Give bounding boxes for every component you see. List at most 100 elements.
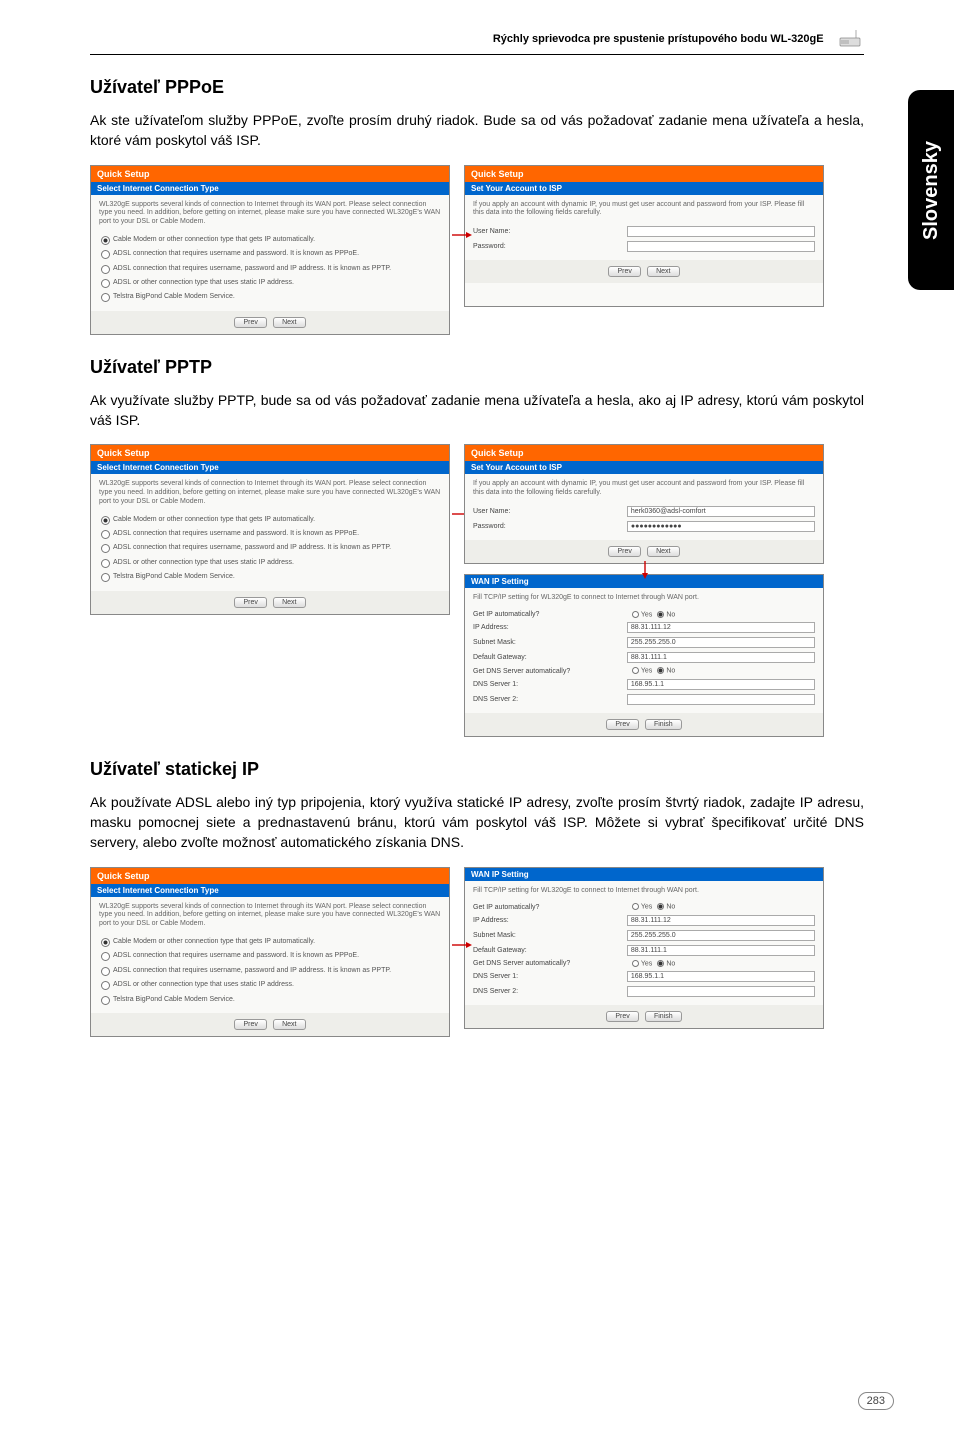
panel-desc: WL320gE supports several kinds of connec… [99,201,441,227]
radio-pptp[interactable]: ADSL connection that requires username, … [99,964,441,978]
panel-desc: WL320gE supports several kinds of connec… [99,903,441,929]
gw-input[interactable]: 88.31.111.1 [627,945,815,956]
dns1-label: DNS Server 1: [473,973,627,980]
prev-button[interactable]: Prev [606,719,638,730]
language-label: Slovensky [920,141,943,240]
prev-button[interactable]: Prev [234,597,266,608]
password-input[interactable]: ●●●●●●●●●●●● [627,521,815,532]
prev-button[interactable]: Prev [608,266,640,277]
router-icon [836,28,864,50]
connection-radios: Cable Modem or other connection type tha… [99,513,441,585]
radio-telstra[interactable]: Telstra BigPond Cable Modem Service. [99,290,441,304]
getip-label: Get IP automatically? [473,611,627,618]
pppoe-text: Ak ste užívateľom služby PPPoE, zvoľte p… [90,110,864,151]
dns1-label: DNS Server 1: [473,681,627,688]
username-label: User Name: [473,508,627,515]
language-tab: Slovensky [908,90,954,290]
dns2-label: DNS Server 2: [473,696,627,703]
next-button[interactable]: Next [273,1019,305,1030]
ip-input[interactable]: 88.31.111.12 [627,622,815,633]
next-button[interactable]: Next [273,597,305,608]
panel-title: Quick Setup [91,445,449,461]
ip-input[interactable]: 88.31.111.12 [627,915,815,926]
wan-title: WAN IP Setting [465,868,823,881]
password-label: Password: [473,243,627,250]
next-button[interactable]: Next [647,546,679,557]
getdns-radio[interactable]: YesNo [627,667,675,674]
getdns-label: Get DNS Server automatically? [473,668,627,675]
radio-pppoe[interactable]: ADSL connection that requires username a… [99,527,441,541]
pppoe-panels: Quick Setup Select Internet Connection T… [90,165,864,335]
mask-label: Subnet Mask: [473,932,627,939]
gw-label: Default Gateway: [473,654,627,661]
getdns-label: Get DNS Server automatically? [473,960,627,967]
arrow-down-icon [640,561,650,579]
prev-button[interactable]: Prev [608,546,640,557]
getip-radio[interactable]: YesNo [627,903,675,910]
prev-button[interactable]: Prev [234,317,266,328]
panel-desc: WL320gE supports several kinds of connec… [99,480,441,506]
pppoe-title: Užívateľ PPPoE [90,77,864,98]
radio-static[interactable]: ADSL or other connection type that uses … [99,556,441,570]
radio-static[interactable]: ADSL or other connection type that uses … [99,276,441,290]
panel-subtitle: Select Internet Connection Type [91,182,449,195]
finish-button[interactable]: Finish [645,1011,682,1022]
header-title: Rýchly sprievodca pre spustenie prístupo… [493,33,824,45]
gw-input[interactable]: 88.31.111.1 [627,652,815,663]
dns2-input[interactable] [627,694,815,705]
radio-pptp[interactable]: ADSL connection that requires username, … [99,541,441,555]
select-connection-panel: Quick Setup Select Internet Connection T… [90,444,450,614]
prev-button[interactable]: Prev [234,1019,266,1030]
radio-pptp[interactable]: ADSL connection that requires username, … [99,262,441,276]
panel-title: Quick Setup [465,166,823,182]
username-label: User Name: [473,228,627,235]
mask-input[interactable]: 255.255.255.0 [627,930,815,941]
gw-label: Default Gateway: [473,947,627,954]
panel-subtitle: Select Internet Connection Type [91,461,449,474]
radio-cable[interactable]: Cable Modem or other connection type tha… [99,513,441,527]
panel-title: Quick Setup [465,445,823,461]
password-input[interactable] [627,241,815,252]
ip-label: IP Address: [473,917,627,924]
radio-pppoe[interactable]: ADSL connection that requires username a… [99,949,441,963]
username-input[interactable]: herk0360@adsl-comfort [627,506,815,517]
account-panel: Quick Setup Set Your Account to ISP If y… [464,444,824,564]
static-panels: Quick Setup Select Internet Connection T… [90,867,864,1037]
select-connection-panel: Quick Setup Select Internet Connection T… [90,165,450,335]
connection-radios: Cable Modem or other connection type tha… [99,935,441,1007]
username-input[interactable] [627,226,815,237]
radio-cable[interactable]: Cable Modem or other connection type tha… [99,935,441,949]
radio-telstra[interactable]: Telstra BigPond Cable Modem Service. [99,570,441,584]
panel-title: Quick Setup [91,166,449,182]
static-text: Ak používate ADSL alebo iný typ pripojen… [90,792,864,853]
getip-radio[interactable]: YesNo [627,611,675,618]
dns1-input[interactable]: 168.95.1.1 [627,971,815,982]
pptp-panels: Quick Setup Select Internet Connection T… [90,444,864,736]
ip-label: IP Address: [473,624,627,631]
getdns-radio[interactable]: YesNo [627,960,675,967]
page-header: Rýchly sprievodca pre spustenie prístupo… [90,28,864,55]
wan-desc: Fill TCP/IP setting for WL320gE to conne… [473,887,815,896]
account-desc: If you apply an account with dynamic IP,… [473,201,815,219]
next-button[interactable]: Next [273,317,305,328]
password-label: Password: [473,523,627,530]
radio-telstra[interactable]: Telstra BigPond Cable Modem Service. [99,993,441,1007]
radio-cable[interactable]: Cable Modem or other connection type tha… [99,233,441,247]
mask-label: Subnet Mask: [473,639,627,646]
prev-button[interactable]: Prev [606,1011,638,1022]
account-panel: Quick Setup Set Your Account to ISP If y… [464,165,824,307]
connection-radios: Cable Modem or other connection type tha… [99,233,441,305]
dns2-label: DNS Server 2: [473,988,627,995]
panel-title: Quick Setup [91,868,449,884]
getip-label: Get IP automatically? [473,904,627,911]
radio-pppoe[interactable]: ADSL connection that requires username a… [99,247,441,261]
finish-button[interactable]: Finish [645,719,682,730]
panel-subtitle: Set Your Account to ISP [465,182,823,195]
page-number: 283 [858,1392,894,1410]
radio-static[interactable]: ADSL or other connection type that uses … [99,978,441,992]
dns2-input[interactable] [627,986,815,997]
wan-ip-panel: WAN IP Setting Fill TCP/IP setting for W… [464,867,824,1029]
dns1-input[interactable]: 168.95.1.1 [627,679,815,690]
mask-input[interactable]: 255.255.255.0 [627,637,815,648]
next-button[interactable]: Next [647,266,679,277]
